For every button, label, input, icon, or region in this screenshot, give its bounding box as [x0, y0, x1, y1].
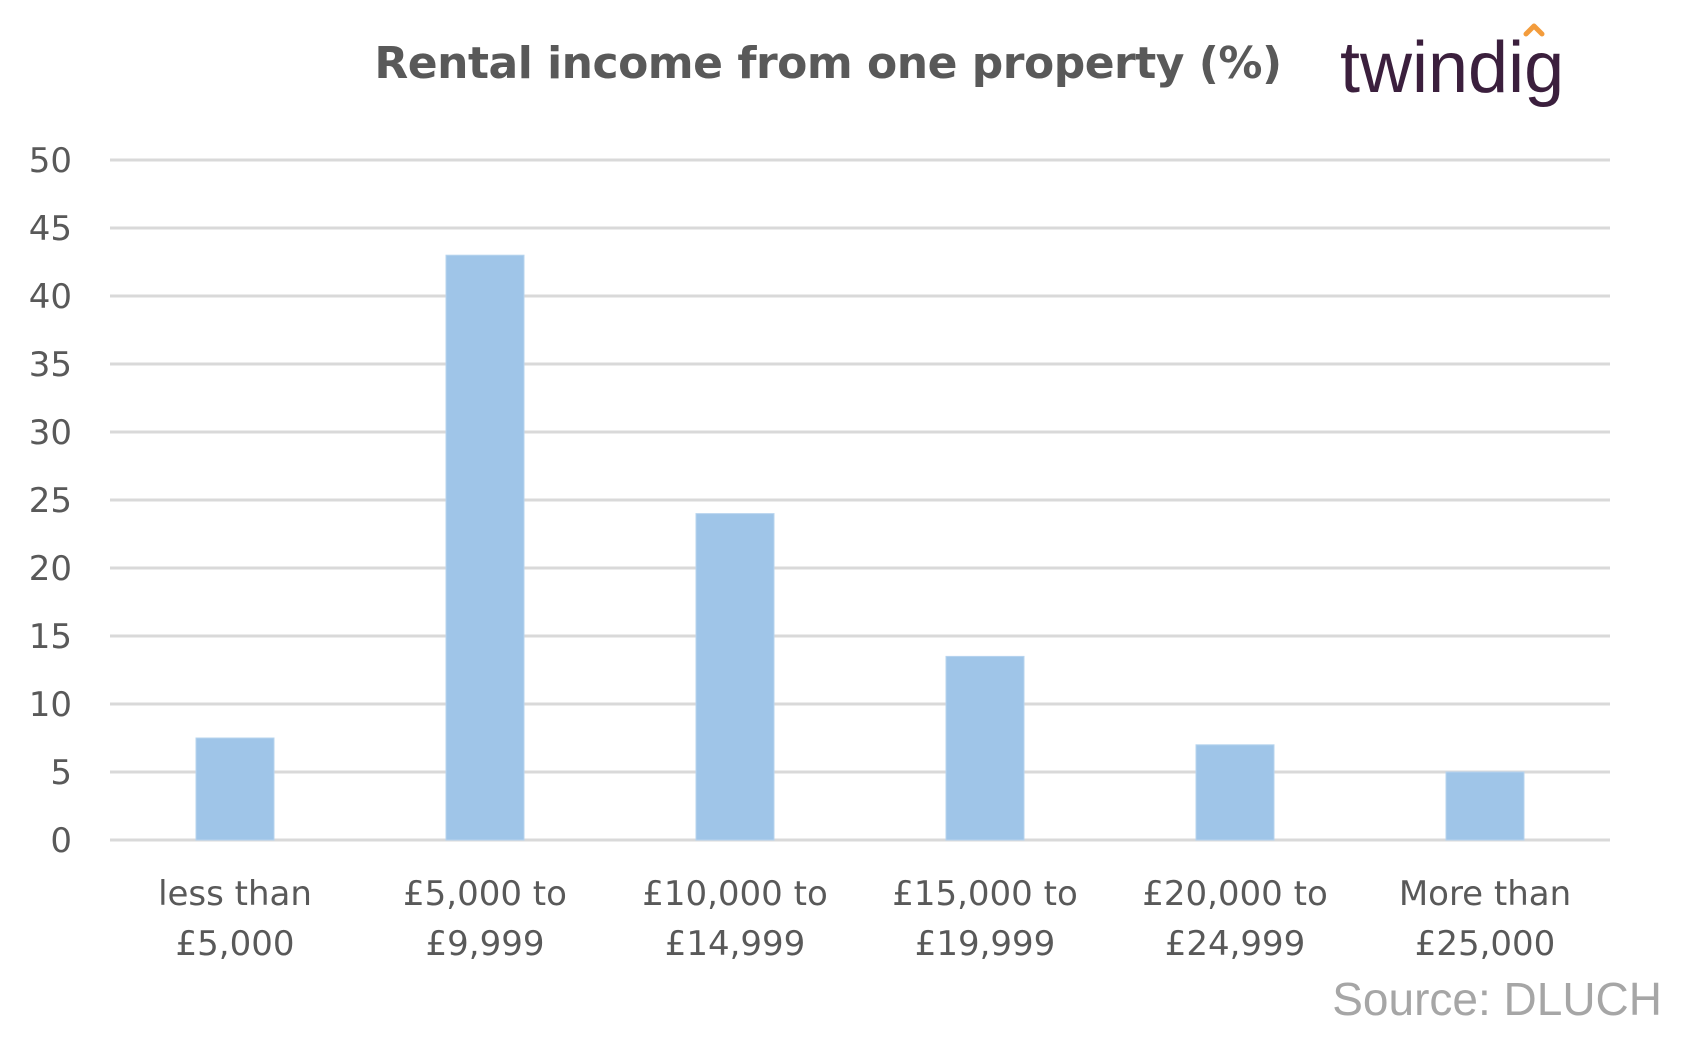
y-tick-label: 0: [50, 821, 72, 861]
bar: [945, 655, 1025, 841]
gridlines: [110, 158, 1610, 842]
bars: [195, 254, 1525, 841]
x-tick-label: £20,000 to: [1142, 874, 1328, 914]
y-tick-label: 25: [29, 481, 72, 521]
bar: [1195, 744, 1275, 841]
x-tick-label: £15,000 to: [892, 874, 1078, 914]
y-tick-label: 50: [29, 141, 72, 181]
x-tick-label: £5,000: [176, 924, 295, 964]
chart-title: Rental income from one property (%): [374, 38, 1282, 89]
x-tick-label: £24,999: [1165, 924, 1306, 964]
y-axis-ticks: 0 5 10 15 20 25 30 35 40 45 50: [29, 141, 72, 861]
y-tick-label: 15: [29, 617, 72, 657]
bar: [445, 254, 525, 841]
twindig-logo: twindig: [1340, 23, 1564, 108]
y-tick-label: 35: [29, 345, 72, 385]
y-tick-label: 45: [29, 209, 72, 249]
x-tick-label: £25,000: [1415, 924, 1556, 964]
x-tick-label: More than: [1399, 874, 1571, 914]
x-tick-label: £10,000 to: [642, 874, 828, 914]
x-tick-label: less than: [158, 874, 312, 914]
x-axis-labels: less than £5,000 £5,000 to £9,999 £10,000 to…: [158, 874, 1571, 964]
y-tick-label: 40: [29, 277, 72, 317]
x-tick-label: £9,999: [426, 924, 545, 964]
bar: [1445, 771, 1525, 841]
bar: [695, 513, 775, 841]
logo-text: twindig: [1340, 28, 1564, 108]
y-tick-label: 20: [29, 549, 72, 589]
x-tick-label: £14,999: [665, 924, 806, 964]
x-tick-label: £19,999: [915, 924, 1056, 964]
y-tick-label: 30: [29, 413, 72, 453]
logo-roof-icon: [1523, 23, 1545, 37]
source-note: Source: DLUCH: [1332, 973, 1662, 1025]
bar: [195, 737, 275, 841]
y-tick-label: 5: [50, 753, 72, 793]
x-tick-label: £5,000 to: [403, 874, 567, 914]
y-tick-label: 10: [29, 685, 72, 725]
